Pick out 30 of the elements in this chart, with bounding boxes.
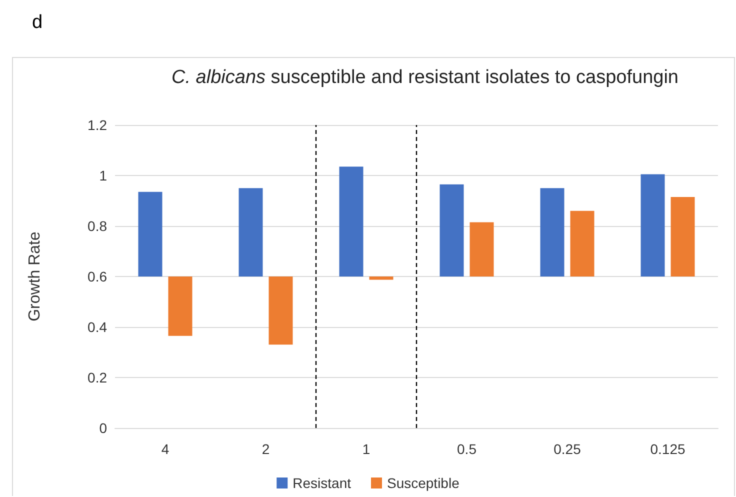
x-tick-label: 0.125 xyxy=(650,441,686,457)
bar xyxy=(640,174,665,276)
bar xyxy=(570,210,594,276)
y-tick-label: 0.6 xyxy=(88,268,108,284)
y-tick-label: 1 xyxy=(99,168,108,184)
bar xyxy=(339,166,364,276)
legend-label: Susceptible xyxy=(386,475,460,491)
y-tick-label: 0.4 xyxy=(88,319,108,335)
legend-label: Resistant xyxy=(292,475,352,491)
y-axis-title: Growth Rate xyxy=(26,231,44,322)
bar xyxy=(238,188,263,276)
bar xyxy=(369,276,394,280)
bar xyxy=(670,196,695,276)
bar xyxy=(138,192,162,276)
bar xyxy=(540,188,564,276)
y-tick-label: 0.8 xyxy=(88,218,108,234)
x-tick-label: 0.5 xyxy=(457,441,477,457)
bar xyxy=(440,184,464,276)
x-tick-label: 1 xyxy=(362,441,370,457)
y-tick-label: 1.2 xyxy=(88,117,108,133)
x-tick-label: 0.25 xyxy=(554,441,582,457)
x-tick-label: 2 xyxy=(262,441,270,457)
x-tick-label: 4 xyxy=(161,441,170,457)
text: d xyxy=(32,12,43,34)
bar xyxy=(268,276,293,345)
y-tick-label: 0 xyxy=(99,420,108,436)
chart-title: C. albicans susceptible and resistant isolates to caspofungin xyxy=(172,67,678,88)
bar xyxy=(470,222,494,276)
y-tick-label: 0.2 xyxy=(88,370,108,386)
bar xyxy=(168,276,192,336)
